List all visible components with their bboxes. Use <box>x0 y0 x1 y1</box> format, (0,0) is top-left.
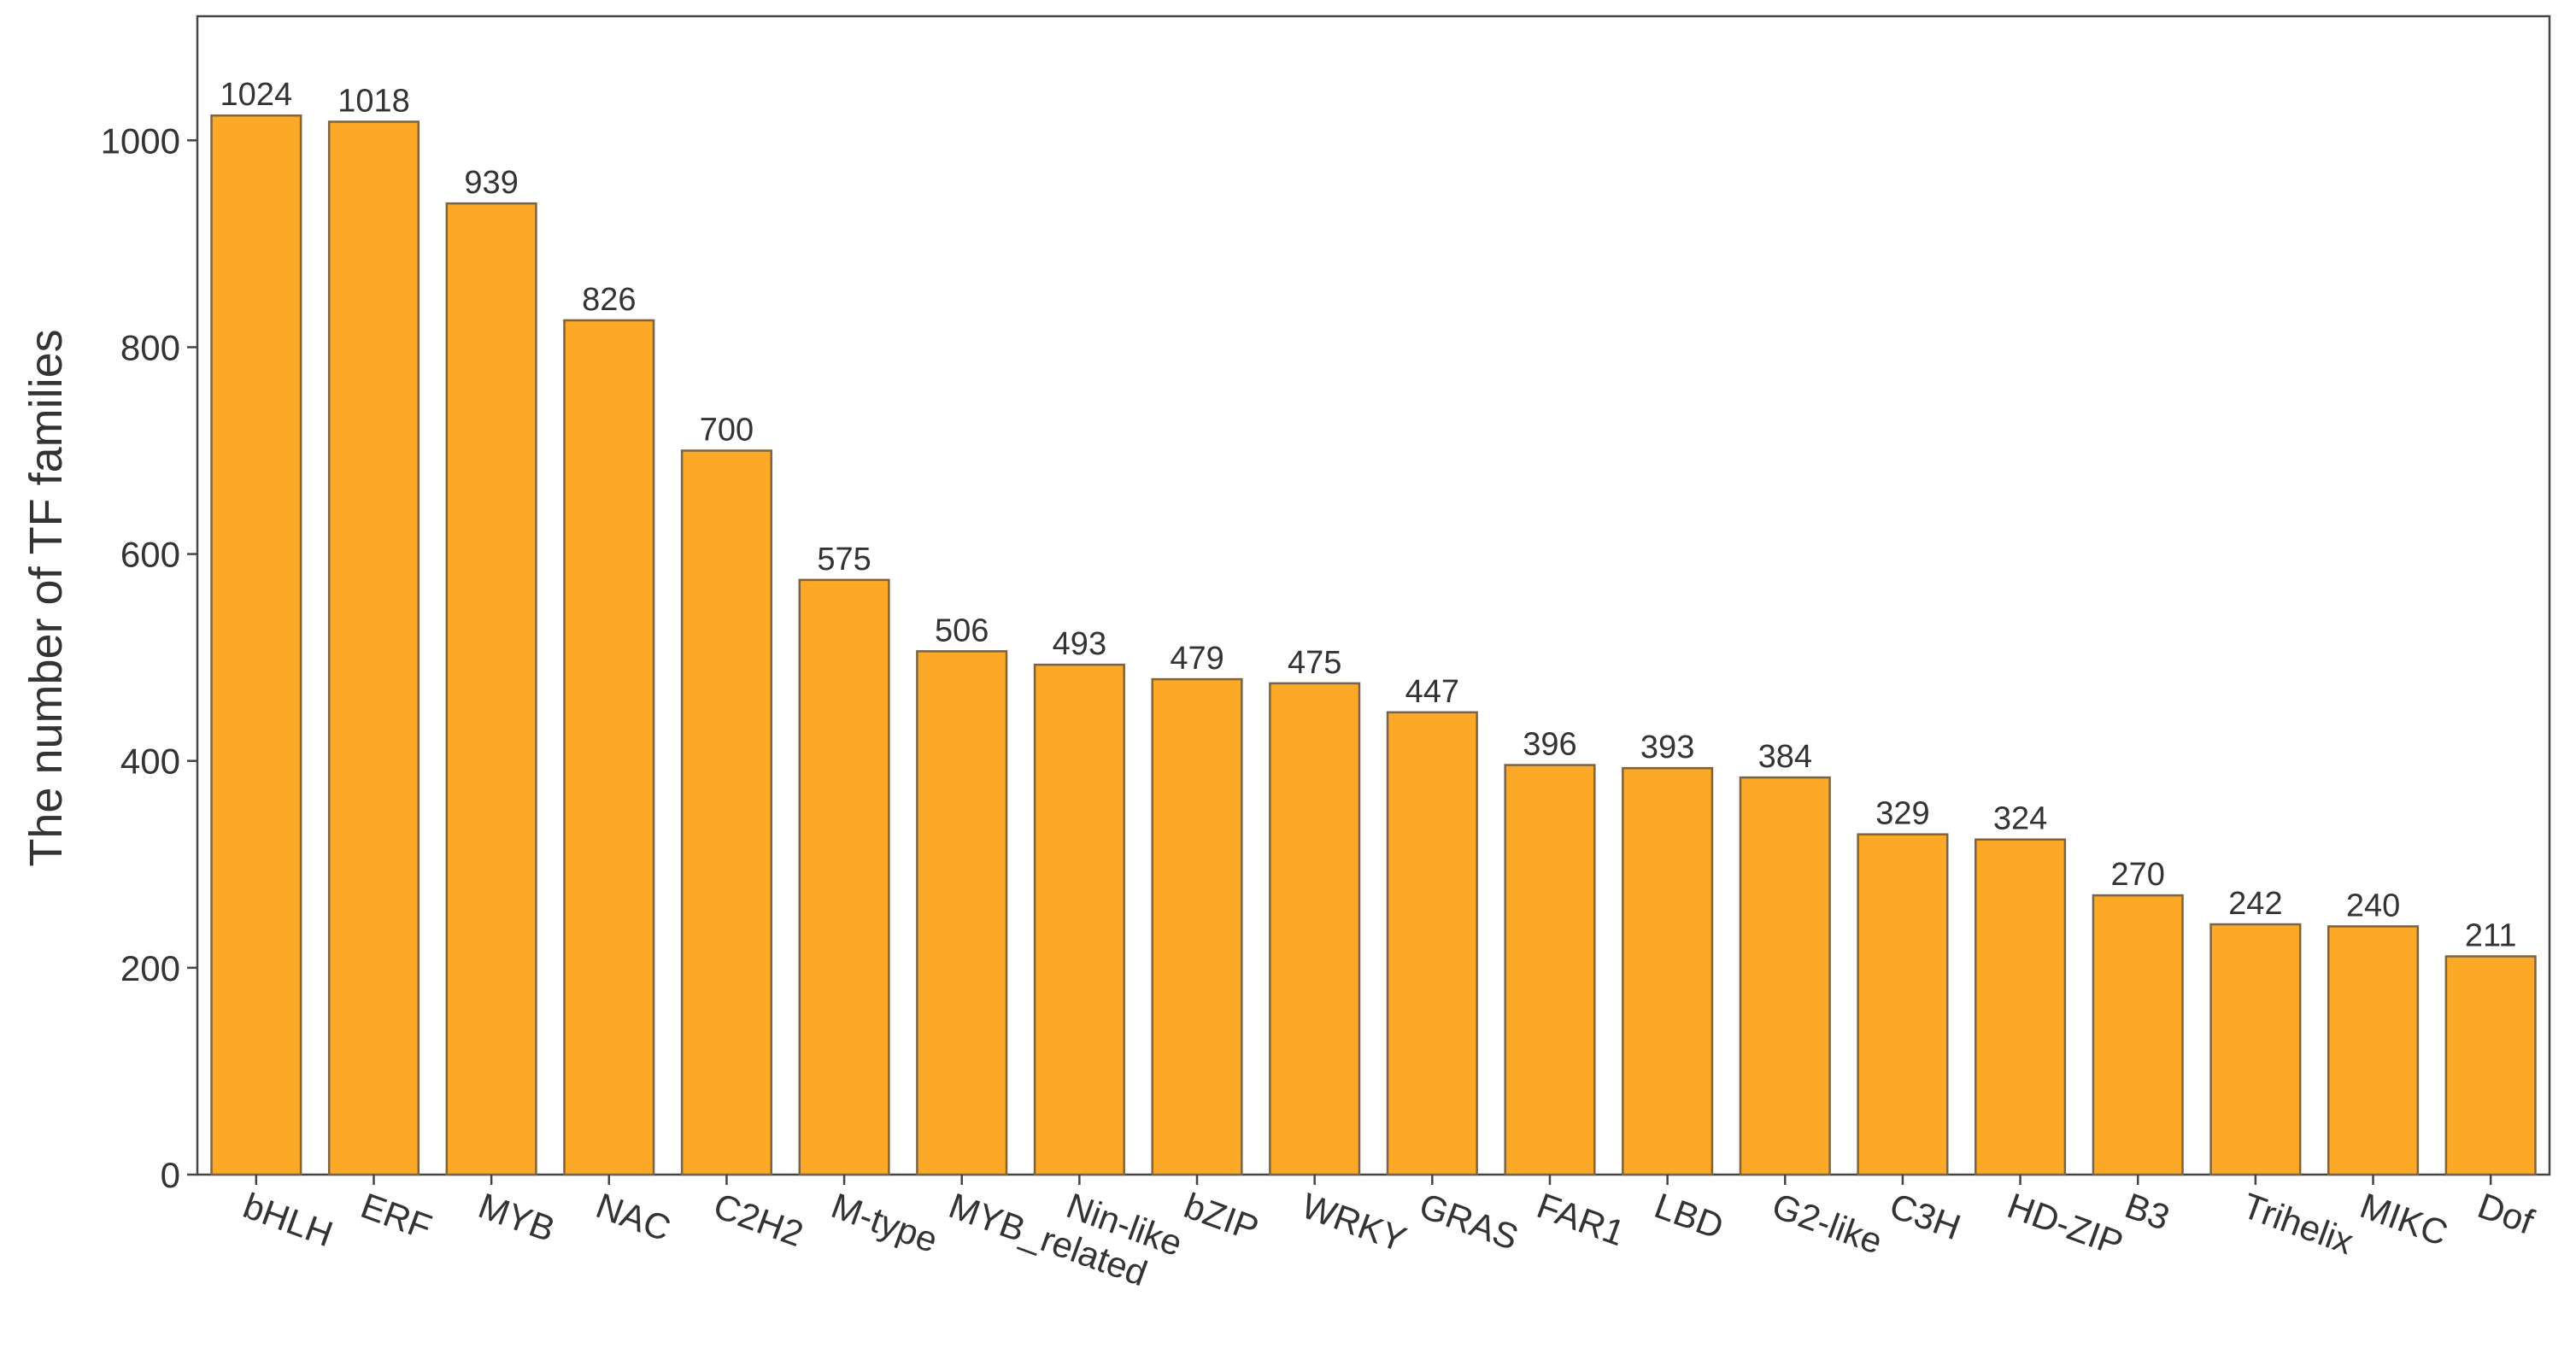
x-tick-label: NAC <box>591 1185 676 1248</box>
x-tick-label: Dof <box>2473 1185 2539 1242</box>
value-label: 329 <box>1875 796 1929 832</box>
value-label: 324 <box>1993 801 2047 837</box>
x-tick-label: FAR1 <box>1532 1185 1630 1253</box>
y-tick-label: 600 <box>120 535 180 575</box>
x-tick-label: C3H <box>1885 1185 1966 1247</box>
x-tick-label: MIKC <box>2355 1185 2453 1253</box>
bar <box>680 449 772 1176</box>
y-axis-label: The number of TF families <box>21 329 72 866</box>
bar <box>1857 833 1949 1176</box>
x-tick-label: WRKY <box>1297 1185 1411 1259</box>
value-label: 240 <box>2346 888 2400 923</box>
bar <box>2327 925 2420 1176</box>
bar <box>1151 677 1243 1176</box>
bar <box>1975 838 2067 1176</box>
x-tick-label: HD-ZIP <box>2002 1185 2128 1263</box>
bar <box>327 120 420 1176</box>
value-label: 270 <box>2111 857 2165 893</box>
bar <box>1504 764 1596 1176</box>
value-label: 575 <box>817 542 871 577</box>
y-tick-label: 200 <box>120 948 180 988</box>
value-label: 384 <box>1758 739 1812 775</box>
bar <box>2092 894 2184 1176</box>
x-tick-label: bZIP <box>1179 1185 1264 1249</box>
x-tick-label: G2-like <box>1767 1185 1887 1262</box>
value-label: 1024 <box>220 77 293 113</box>
bar <box>1269 682 1361 1176</box>
bar <box>1739 776 1831 1176</box>
y-tick-label: 400 <box>120 741 180 782</box>
plot-frame <box>196 15 2551 1176</box>
value-label: 396 <box>1523 727 1576 763</box>
value-label: 1018 <box>337 83 410 119</box>
value-label: 211 <box>2465 918 2517 954</box>
bar <box>2209 923 2302 1176</box>
value-label: 506 <box>935 613 989 648</box>
bar <box>1386 711 1478 1176</box>
x-tick-label: Trihelix <box>2238 1185 2359 1262</box>
value-label: 493 <box>1053 626 1106 662</box>
bar <box>916 650 1008 1176</box>
x-tick-label: ERF <box>355 1185 437 1247</box>
bar <box>563 319 655 1176</box>
y-tick-label: 0 <box>161 1155 180 1195</box>
bar <box>1033 663 1125 1176</box>
y-tick-label: 800 <box>120 327 180 367</box>
bar <box>798 578 890 1176</box>
value-label: 393 <box>1640 730 1694 765</box>
y-tick-label: 1000 <box>101 120 180 161</box>
bar <box>210 114 302 1176</box>
x-tick-label: MYB <box>473 1185 560 1249</box>
bar <box>1622 766 1714 1176</box>
x-tick-label: C2H2 <box>708 1185 808 1254</box>
x-tick-label: B3 <box>2120 1185 2174 1238</box>
x-tick-label: M-type <box>826 1185 943 1260</box>
bar <box>2444 955 2537 1176</box>
value-label: 700 <box>700 413 754 448</box>
value-label: 939 <box>464 165 518 201</box>
value-label: 479 <box>1170 641 1223 677</box>
x-tick-label: GRAS <box>1414 1185 1523 1257</box>
x-tick-label: bHLH <box>238 1185 338 1254</box>
x-tick-label: LBD <box>1650 1185 1729 1246</box>
value-label: 242 <box>2228 886 2282 922</box>
value-label: 826 <box>582 282 636 318</box>
value-label: 475 <box>1288 645 1341 681</box>
value-label: 447 <box>1405 674 1459 710</box>
bar <box>445 202 537 1176</box>
